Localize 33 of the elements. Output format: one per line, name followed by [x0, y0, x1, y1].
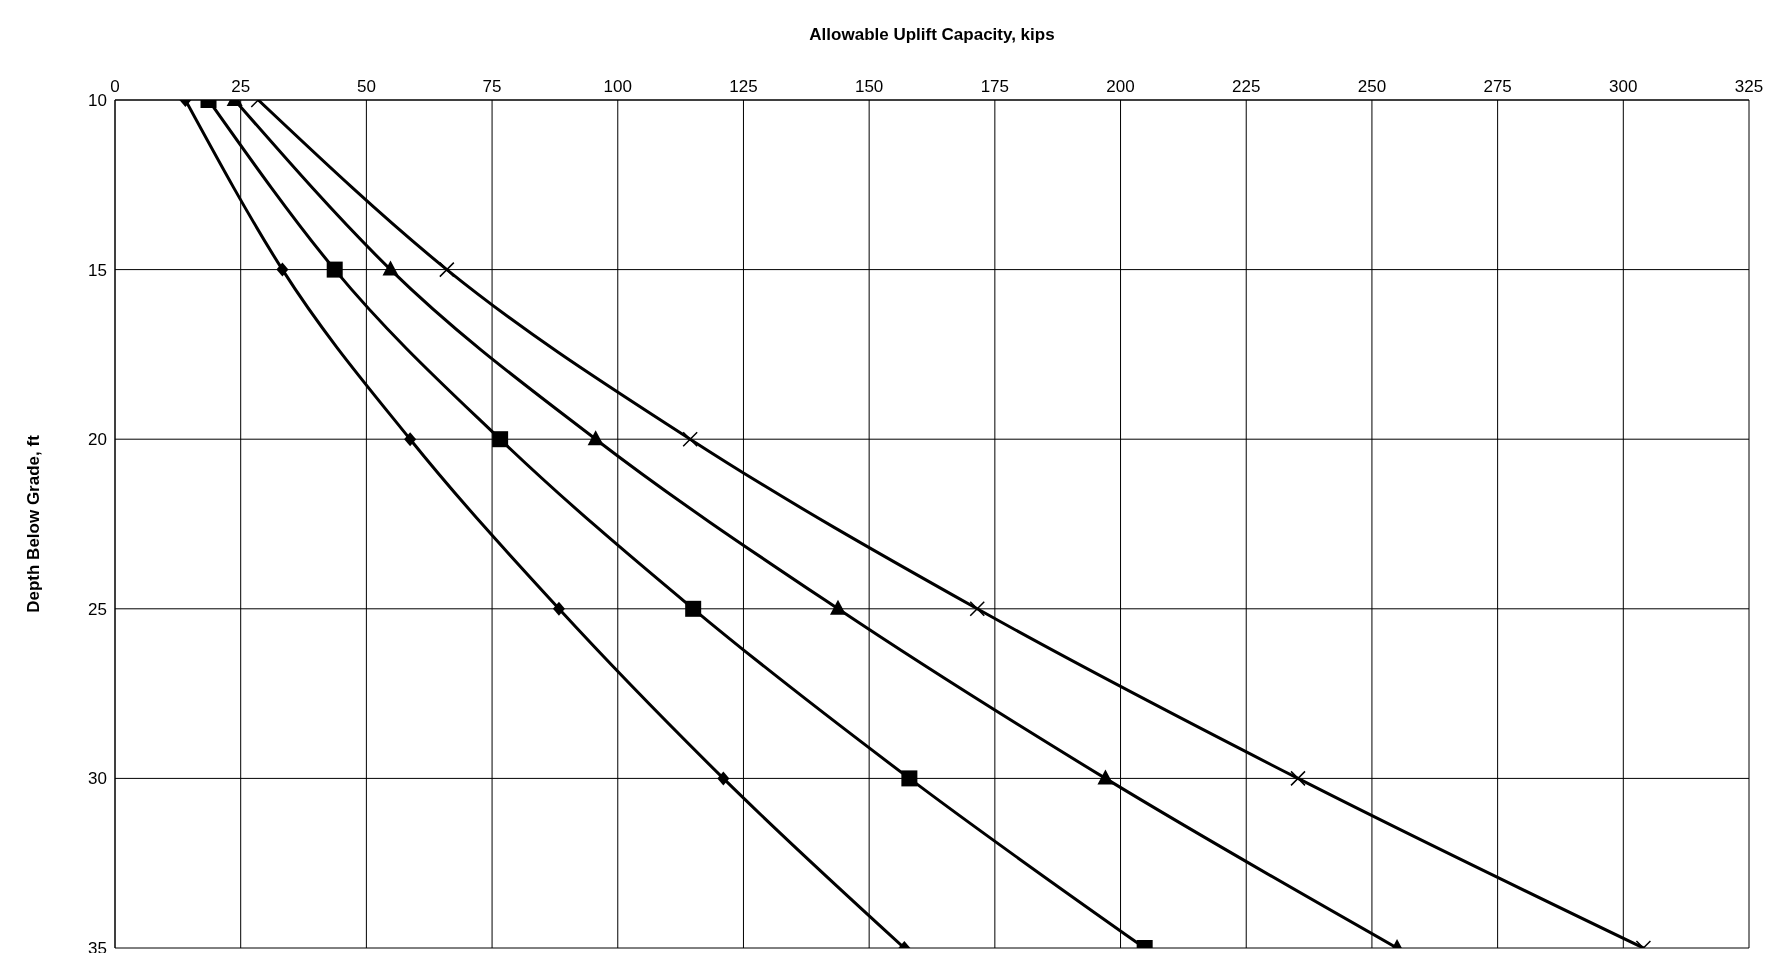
x-axis-title: Allowable Uplift Capacity, kips: [809, 25, 1055, 45]
y-tick-label: 15: [88, 260, 107, 280]
point: [685, 600, 702, 617]
point: [326, 261, 343, 278]
x-tick-label: 225: [1232, 77, 1261, 96]
point: [682, 431, 698, 447]
x-tick-label: 50: [356, 77, 376, 96]
x-tick-label: 150: [854, 77, 884, 96]
point: [969, 601, 985, 617]
x-tick-label: 175: [980, 77, 1010, 96]
x-tick-label: 250: [1357, 77, 1387, 96]
x-tick-label: 200: [1106, 77, 1135, 96]
point: [404, 432, 417, 447]
point: [492, 431, 509, 448]
x-tick-label: 75: [482, 77, 502, 96]
y-tick-label: 10: [88, 91, 107, 111]
x-tick-label: 125: [729, 77, 758, 96]
x-tick-label: 25: [231, 77, 251, 96]
point: [552, 601, 565, 616]
x-tick-label: 325: [1734, 77, 1764, 96]
point: [1097, 769, 1114, 785]
y-tick-label: 20: [88, 430, 107, 450]
y-axis-title: Depth Below Grade, ft: [24, 434, 44, 613]
y-tick-label: 30: [88, 769, 107, 789]
x-tick-label: 100: [603, 77, 632, 96]
x-tick-label: 300: [1609, 77, 1638, 96]
point: [276, 262, 289, 277]
x-tick-label: 0: [110, 77, 120, 96]
x-tick-label: 275: [1483, 77, 1512, 96]
point: [439, 261, 455, 278]
point: [587, 430, 604, 446]
point: [829, 599, 846, 615]
y-tick-label: 25: [88, 599, 107, 619]
